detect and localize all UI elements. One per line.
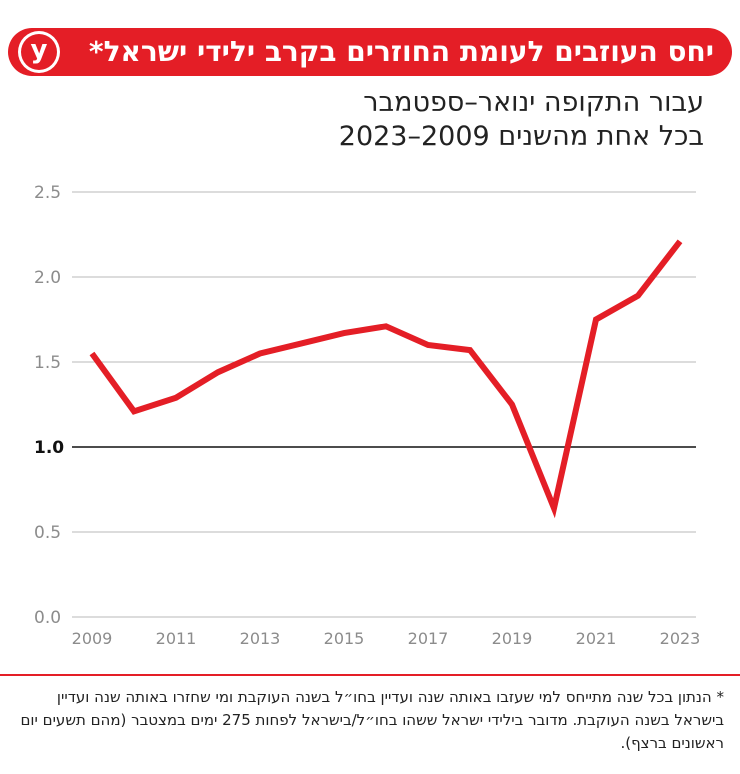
title-banner: y יחס העוזבים לעומת החוזרים בקרב ילידי י… bbox=[8, 28, 732, 76]
footer-divider bbox=[0, 674, 740, 676]
chart-subtitle: עבור התקופה ינואר–ספטמבר בכל אחת מהשנים … bbox=[339, 86, 704, 154]
y-tick-label: 2.0 bbox=[34, 268, 61, 288]
y-tick-label: 2.5 bbox=[34, 183, 61, 203]
footnote: * הנתון בכל שנה מתייחס למי שעזבו באותה ש… bbox=[20, 688, 724, 752]
y-tick-label: 1.5 bbox=[34, 353, 61, 373]
line-chart: 0.0 0.5 1.0 1.5 2.0 2.5 2009 2011 2013 2015 2017 20… bbox=[34, 183, 701, 648]
x-tick-label: 2009 bbox=[72, 629, 113, 648]
y-tick-label: 1.0 bbox=[34, 438, 64, 458]
ynet-logo: y bbox=[18, 31, 60, 73]
x-tick-label: 2023 bbox=[660, 629, 701, 648]
y-tick-label: 0.0 bbox=[34, 608, 61, 628]
y-tick-label: 0.5 bbox=[34, 523, 61, 543]
logo-letter: y bbox=[21, 34, 57, 70]
x-tick-label: 2015 bbox=[324, 629, 365, 648]
subtitle-line-1: עבור התקופה ינואר–ספטמבר bbox=[363, 87, 704, 118]
x-tick-label: 2021 bbox=[576, 629, 617, 648]
x-tick-label: 2013 bbox=[240, 629, 281, 648]
x-tick-label: 2011 bbox=[156, 629, 197, 648]
x-tick-label: 2017 bbox=[408, 629, 449, 648]
chart-title: יחס העוזבים לעומת החוזרים בקרב ילידי ישר… bbox=[88, 35, 714, 68]
subtitle-line-2: בכל אחת מהשנים 2009–2023 bbox=[338, 121, 704, 152]
x-tick-label: 2019 bbox=[492, 629, 533, 648]
series-line bbox=[89, 239, 683, 519]
